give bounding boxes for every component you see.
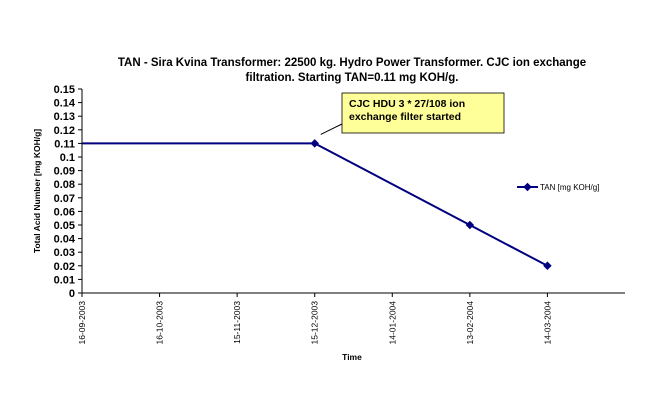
legend-label: TAN [mg KOH/g] <box>540 183 599 192</box>
x-axis-ticks: 16-09-2003 16-10-2003 15-11-2003 15-12-2003… <box>77 293 552 344</box>
y-axis-ticks: 0 0.010.02 0.030.04 0.05 0.060.07 0.080.09 0.1… <box>54 84 82 300</box>
x-tick-label: 16-10-2003 <box>155 301 165 345</box>
x-tick-label: 16-09-2003 <box>77 301 87 345</box>
y-axis-title: Total Acid Number [mg KOH/g] <box>32 129 42 253</box>
chart-title-line-2: filtration. Starting TAN=0.11 mg KOH/g. <box>246 72 459 84</box>
y-tick-label: 0 <box>69 288 75 300</box>
y-tick-label: 0.09 <box>54 166 75 178</box>
annotation-line-1: CJC HDU 3 * 27/108 ion <box>349 98 465 110</box>
x-tick-label: 14-01-2004 <box>387 301 397 345</box>
y-tick-label: 0.1 <box>60 152 75 164</box>
y-tick-label: 0.04 <box>54 234 76 246</box>
y-tick-label: 0.08 <box>54 179 75 191</box>
y-tick-label: 0.13 <box>54 111 75 123</box>
legend: TAN [mg KOH/g] <box>513 180 608 194</box>
x-tick-label: 15-12-2003 <box>310 301 320 345</box>
y-tick-label: 0.01 <box>54 274 75 286</box>
series-layer <box>82 139 552 271</box>
chart-title-line-1: TAN - Sira Kvina Transformer: 22500 kg. … <box>118 57 586 69</box>
annotation-line-2: exchange filter started <box>349 111 461 123</box>
legend-box <box>513 180 608 194</box>
data-point-marker <box>543 261 552 271</box>
y-tick-label: 0.03 <box>54 247 75 259</box>
y-tick-label: 0.12 <box>54 125 75 137</box>
annotation-box <box>341 92 505 134</box>
y-tick-label: 0.06 <box>54 206 75 218</box>
y-tick-label: 0.11 <box>54 138 75 150</box>
series-line <box>82 142 548 267</box>
annotation-callout: CJC HDU 3 * 27/108 ion exchange filter s… <box>320 92 505 135</box>
y-tick-label: 0.02 <box>54 261 75 273</box>
data-point-marker <box>465 220 475 230</box>
x-tick-label: 13-02-2004 <box>465 301 475 345</box>
x-tick-label: 14-03-2004 <box>542 301 552 345</box>
y-tick-label: 0.05 <box>54 220 75 232</box>
annotation-leader-line <box>320 123 343 135</box>
y-tick-label: 0.15 <box>54 84 75 96</box>
y-tick-label: 0.14 <box>54 98 76 110</box>
x-tick-label: 15-11-2003 <box>232 301 242 344</box>
data-point-marker <box>310 139 319 148</box>
x-axis-title: Time <box>342 352 362 362</box>
y-tick-label: 0.07 <box>54 193 75 205</box>
